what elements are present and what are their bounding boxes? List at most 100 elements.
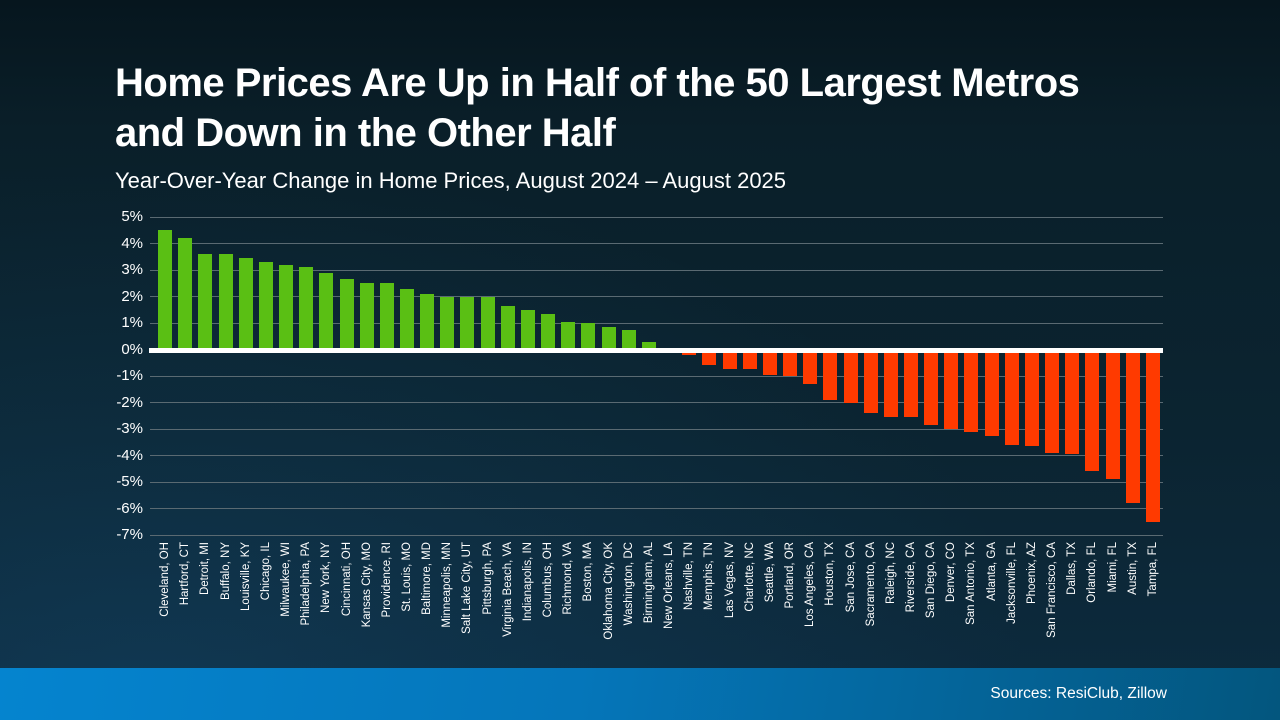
gridline	[150, 455, 1163, 456]
bar	[520, 309, 535, 350]
bar	[581, 323, 596, 350]
x-tick-label: Minneapolis, MN	[441, 542, 454, 628]
y-tick-label: 3%	[121, 261, 143, 278]
x-tick-label: Salt Lake City, UT	[461, 542, 474, 634]
bar	[964, 349, 979, 432]
bar	[198, 254, 213, 350]
x-tick-label: Philadelphia, PA	[300, 542, 313, 626]
x-tick-label: New York, NY	[320, 542, 333, 613]
x-tick-label: Cincinnati, OH	[340, 542, 353, 617]
bar	[420, 293, 435, 350]
x-tick-label: Louisville, KY	[239, 542, 252, 612]
gridline	[150, 296, 1163, 297]
x-tick-label: Charlotte, NC	[743, 542, 756, 612]
x-tick-label: Buffalo, NY	[219, 542, 232, 600]
bar	[480, 296, 495, 350]
x-tick-label: Washington, DC	[622, 542, 635, 626]
y-tick-label: -1%	[116, 367, 143, 384]
x-tick-label: Birmingham, AL	[642, 542, 655, 624]
bar	[1085, 349, 1100, 472]
source-note: Sources: ResiClub, Zillow	[990, 685, 1167, 702]
bar	[601, 326, 616, 350]
bar	[218, 254, 233, 350]
x-axis: Cleveland, OH Hartford, CT Detroit, MI Buff…	[155, 540, 1163, 650]
bar	[863, 349, 878, 414]
y-tick-label: -2%	[116, 393, 143, 411]
x-tick-label: Nashville, TN	[683, 542, 696, 611]
bar	[279, 264, 294, 350]
bar	[178, 238, 193, 350]
bar	[339, 279, 354, 350]
x-tick-label: Las Vegas, NV	[723, 542, 736, 619]
x-tick-label: Jacksonville, FL	[1005, 542, 1018, 624]
y-tick-label: -4%	[116, 446, 143, 464]
bar	[1004, 349, 1019, 445]
gridline	[150, 534, 1163, 536]
y-tick-label: -7%	[116, 526, 143, 543]
bar	[238, 258, 253, 350]
x-tick-label: Richmond, VA	[562, 542, 575, 615]
bar	[843, 349, 858, 403]
footer-bar: Sources: ResiClub, Zillow	[0, 668, 1280, 720]
x-tick-label: Oklahoma City, OK	[602, 542, 615, 640]
chart-title-line2: and Down in the Other Half	[115, 111, 616, 155]
bar	[641, 341, 656, 350]
x-tick-label: St. Louis, MO	[401, 542, 413, 612]
x-tick-label: Hartford, CT	[179, 542, 192, 606]
bar	[1145, 349, 1160, 522]
x-tick-label: Dallas, TX	[1066, 542, 1079, 595]
y-axis: 5% 4% 3% 2% 1% 0% -1% -2% -3% -4% -5% -6% -7%	[0, 208, 145, 543]
bar	[1125, 349, 1140, 504]
zero-baseline	[149, 347, 1163, 353]
x-tick-label: Chicago, IL	[259, 542, 272, 601]
bar	[460, 296, 475, 350]
gridline	[150, 508, 1163, 509]
y-tick-label: 1%	[121, 314, 143, 331]
bar	[1024, 349, 1039, 447]
x-tick-label: San Francisco, CA	[1046, 542, 1059, 638]
bar	[319, 272, 334, 350]
bar	[500, 305, 515, 350]
bar	[1065, 349, 1080, 455]
bar	[1045, 349, 1060, 453]
x-tick-label: San Antonio, TX	[965, 542, 978, 625]
y-tick-label: -5%	[116, 473, 143, 490]
gridline	[150, 269, 1163, 271]
plot-area	[149, 216, 1163, 536]
x-tick-label: Providence, RI	[380, 542, 393, 618]
x-tick-label: Indianapolis, IN	[521, 542, 534, 622]
bar	[158, 230, 173, 350]
x-tick-label: Detroit, MI	[199, 542, 212, 596]
bar	[722, 349, 737, 370]
x-tick-label: Austin, TX	[1126, 542, 1139, 595]
y-tick-label: 5%	[121, 208, 143, 225]
bar	[299, 267, 314, 350]
gridline	[150, 322, 1163, 324]
x-tick-label: Kansas City, MO	[360, 542, 373, 628]
gridline	[150, 481, 1163, 483]
x-tick-label: Atlanta, GA	[985, 542, 998, 601]
bar	[984, 349, 999, 436]
x-tick-label: San Jose, CA	[844, 542, 857, 613]
bar	[783, 349, 798, 376]
bar	[621, 329, 636, 350]
x-tick-label: Boston, MA	[582, 542, 595, 602]
bar	[359, 283, 374, 350]
x-tick-label: Miami, FL	[1106, 542, 1119, 593]
bar	[823, 349, 838, 400]
x-tick-label: Milwaukee, WI	[280, 542, 293, 617]
x-tick-label: Riverside, CA	[905, 542, 917, 613]
x-tick-label: Raleigh, NC	[884, 542, 897, 604]
bar	[944, 349, 959, 429]
y-tick-label: 4%	[121, 234, 143, 252]
x-tick-label: New Orleans, LA	[663, 542, 676, 629]
x-tick-label: San Diego, CA	[925, 542, 938, 619]
x-tick-label: Houston, TX	[824, 542, 837, 606]
x-tick-label: Portland, OR	[784, 542, 797, 609]
y-tick-label: 0%	[121, 340, 143, 358]
y-tick-label: -6%	[116, 499, 143, 517]
bar	[440, 296, 455, 350]
bar	[379, 283, 394, 350]
bar	[904, 349, 918, 418]
gridline	[150, 216, 1163, 218]
